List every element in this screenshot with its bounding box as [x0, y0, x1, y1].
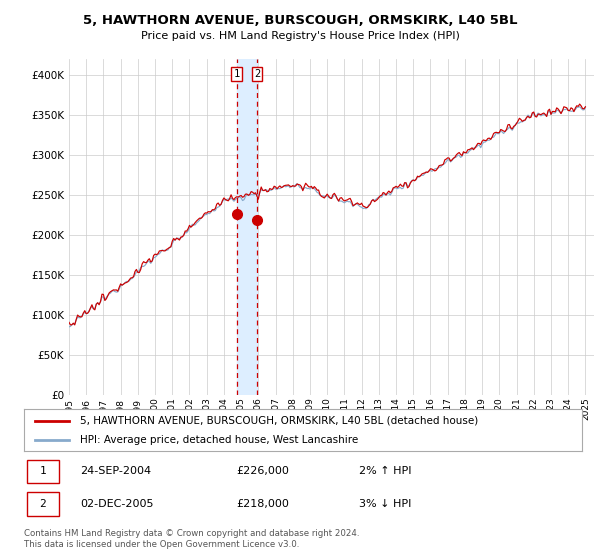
FancyBboxPatch shape: [27, 492, 59, 516]
Text: 3% ↓ HPI: 3% ↓ HPI: [359, 499, 411, 509]
Text: 24-SEP-2004: 24-SEP-2004: [80, 466, 151, 476]
Text: 5, HAWTHORN AVENUE, BURSCOUGH, ORMSKIRK, L40 5BL: 5, HAWTHORN AVENUE, BURSCOUGH, ORMSKIRK,…: [83, 14, 517, 27]
Text: HPI: Average price, detached house, West Lancashire: HPI: Average price, detached house, West…: [80, 435, 358, 445]
Text: Contains HM Land Registry data © Crown copyright and database right 2024.
This d: Contains HM Land Registry data © Crown c…: [24, 529, 359, 549]
Text: 2: 2: [40, 499, 46, 509]
Text: Price paid vs. HM Land Registry's House Price Index (HPI): Price paid vs. HM Land Registry's House …: [140, 31, 460, 41]
Text: £218,000: £218,000: [236, 499, 289, 509]
Text: 2: 2: [254, 69, 260, 79]
Text: 1: 1: [234, 69, 240, 79]
Text: £226,000: £226,000: [236, 466, 289, 476]
Text: 1: 1: [40, 466, 46, 476]
Text: 2% ↑ HPI: 2% ↑ HPI: [359, 466, 412, 476]
Text: 02-DEC-2005: 02-DEC-2005: [80, 499, 154, 509]
FancyBboxPatch shape: [27, 460, 59, 483]
Text: 5, HAWTHORN AVENUE, BURSCOUGH, ORMSKIRK, L40 5BL (detached house): 5, HAWTHORN AVENUE, BURSCOUGH, ORMSKIRK,…: [80, 416, 478, 426]
Bar: [237, 59, 257, 395]
